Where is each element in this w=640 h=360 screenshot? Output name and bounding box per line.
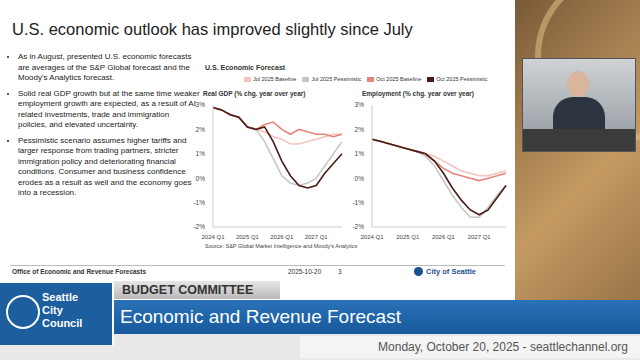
svg-text:2027 Q1: 2027 Q1 xyxy=(305,234,329,240)
svg-text:0%: 0% xyxy=(355,175,365,182)
svg-text:2025 Q1: 2025 Q1 xyxy=(236,234,260,240)
svg-text:2026 Q1: 2026 Q1 xyxy=(270,234,294,240)
svg-text:3%: 3% xyxy=(355,101,365,108)
svg-text:2%: 2% xyxy=(355,126,365,133)
svg-text:2%: 2% xyxy=(196,126,206,133)
svg-text:1%: 1% xyxy=(355,150,365,157)
svg-text:2025 Q1: 2025 Q1 xyxy=(396,234,420,240)
svg-text:-1%: -1% xyxy=(352,199,364,206)
svg-text:1%: 1% xyxy=(196,150,206,157)
svg-text:3%: 3% xyxy=(196,101,206,108)
svg-text:2024 Q1: 2024 Q1 xyxy=(201,234,225,240)
svg-text:2024 Q1: 2024 Q1 xyxy=(360,234,384,240)
svg-text:-1%: -1% xyxy=(193,199,205,206)
svg-text:2027 Q1: 2027 Q1 xyxy=(468,234,492,240)
svg-text:0%: 0% xyxy=(196,175,206,182)
svg-text:2026 Q1: 2026 Q1 xyxy=(432,234,456,240)
svg-text:-2%: -2% xyxy=(352,223,364,230)
svg-text:-2%: -2% xyxy=(193,223,205,230)
